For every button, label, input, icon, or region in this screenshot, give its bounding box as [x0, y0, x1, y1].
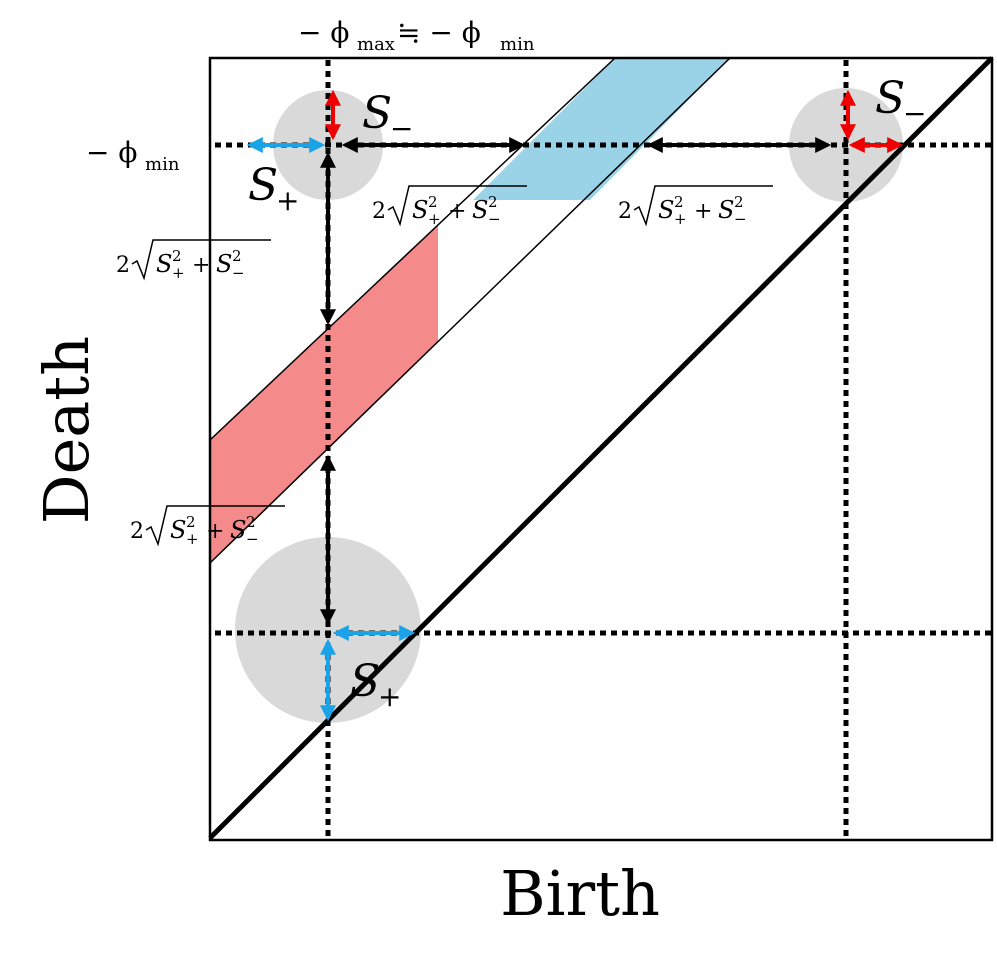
- subscript: +: [276, 184, 299, 217]
- subscript: −: [390, 112, 413, 145]
- operator: +: [448, 199, 466, 224]
- superscript: 2: [232, 247, 242, 265]
- radical: [633, 185, 773, 227]
- coefficient: 2: [372, 199, 386, 224]
- term: S: [412, 196, 428, 224]
- term: S: [658, 196, 674, 224]
- subscript: −: [232, 264, 245, 282]
- coefficient: 2: [116, 253, 130, 278]
- s-label: S: [248, 160, 278, 211]
- term: S: [170, 516, 186, 544]
- s-label: S: [875, 73, 905, 124]
- radical: [131, 239, 271, 281]
- term: S: [472, 196, 488, 224]
- subscript: max: [357, 34, 395, 55]
- superscript: 2: [674, 193, 684, 211]
- term: S: [156, 250, 172, 278]
- phi-min: − ϕ: [86, 136, 137, 169]
- superscript: 2: [488, 193, 498, 211]
- subscript: −: [903, 97, 926, 130]
- superscript: 2: [172, 247, 182, 265]
- subscript: min: [145, 154, 180, 175]
- subscript: −: [734, 210, 747, 228]
- phi-min: ≒ − ϕ: [397, 16, 481, 49]
- superscript: 2: [246, 513, 256, 531]
- shapes: [208, 56, 994, 842]
- subscript: −: [488, 210, 501, 228]
- subscript: +: [186, 530, 199, 548]
- superscript: 2: [734, 193, 744, 211]
- subscript: +: [428, 210, 441, 228]
- subscript: +: [674, 210, 687, 228]
- term: S: [230, 516, 246, 544]
- term: S: [216, 250, 232, 278]
- operator: +: [694, 199, 712, 224]
- phi-max: − ϕ: [298, 16, 349, 49]
- coefficient: 2: [618, 199, 632, 224]
- operator: +: [192, 253, 210, 278]
- s-label: S: [362, 88, 392, 139]
- radical: [387, 185, 527, 227]
- term: S: [718, 196, 734, 224]
- subscript: min: [500, 34, 535, 55]
- subscript: +: [172, 264, 185, 282]
- superscript: 2: [186, 513, 196, 531]
- radical: [145, 505, 285, 547]
- y-axis-label: Death: [30, 336, 103, 524]
- operator: +: [206, 519, 224, 544]
- subscript: −: [246, 530, 259, 548]
- coefficient: 2: [130, 519, 144, 544]
- s-label: S: [350, 656, 380, 707]
- x-axis-label: Birth: [500, 857, 660, 930]
- superscript: 2: [428, 193, 438, 211]
- subscript: +: [378, 680, 401, 713]
